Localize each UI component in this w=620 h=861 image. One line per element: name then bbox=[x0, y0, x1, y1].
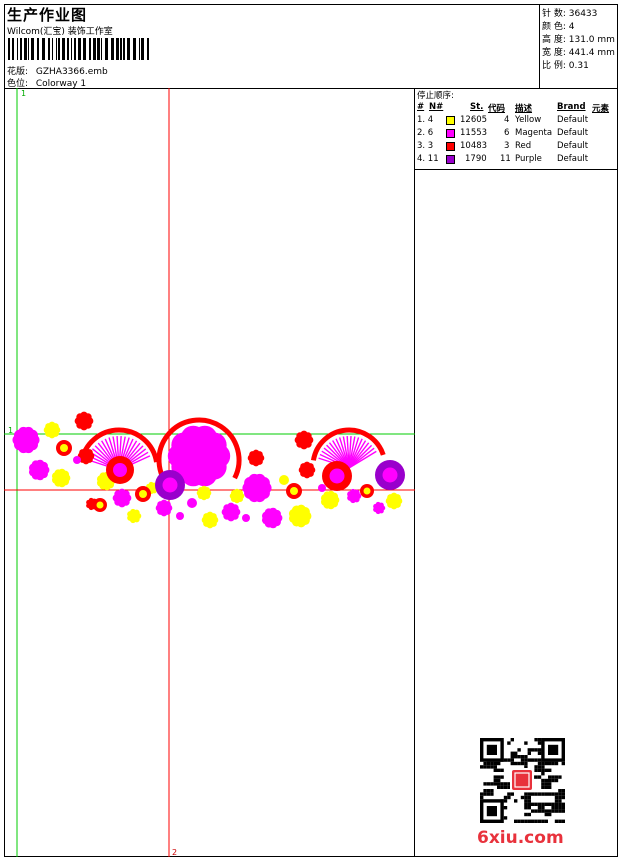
green-guide-marker-side: 1 bbox=[8, 426, 13, 435]
dot-motif bbox=[187, 498, 197, 508]
color-swatch bbox=[446, 155, 455, 164]
col-header-stitches: St. bbox=[470, 102, 484, 112]
flower-motif bbox=[221, 502, 241, 522]
studio-name: Wilcom(汇宝) 装饰工作室 bbox=[7, 27, 113, 37]
row-brand: Default bbox=[557, 141, 589, 151]
row-code: 11 bbox=[500, 154, 511, 164]
dot-motif bbox=[176, 512, 184, 520]
stat-scale: 比 例: 0.31 bbox=[542, 61, 589, 71]
row-brand: Default bbox=[557, 115, 589, 125]
design-canvas: 1 1 2 bbox=[4, 88, 415, 857]
colorway-value: Colorway 1 bbox=[35, 79, 87, 89]
stat-colors: 颜 色: 4 bbox=[542, 22, 575, 32]
flower-motif bbox=[320, 490, 340, 510]
flower-motif bbox=[242, 473, 272, 503]
design-file-name: GZHA3366.emb bbox=[35, 67, 108, 77]
dot-motif bbox=[73, 456, 81, 464]
row-stitches: 12605 bbox=[460, 115, 488, 125]
row-brand: Default bbox=[557, 154, 589, 164]
colorway-label: 色位: bbox=[7, 79, 29, 89]
row-code: 3 bbox=[504, 141, 510, 151]
row-desc: Red bbox=[515, 141, 532, 151]
design-preview: 1 1 2 bbox=[4, 88, 415, 857]
row-code: 4 bbox=[504, 115, 510, 125]
stat-height: 高 度: 131.0 mm bbox=[542, 35, 615, 45]
stop-row: 4. 11 1790 11 Purple Default bbox=[415, 154, 618, 167]
green-guide-marker: 1 bbox=[21, 89, 26, 98]
arc-motif bbox=[156, 417, 242, 491]
row-index: 3. 3 bbox=[417, 141, 434, 151]
flower-motif bbox=[28, 459, 50, 481]
qr-code bbox=[480, 738, 565, 823]
row-index: 1. 4 bbox=[417, 115, 434, 125]
stat-stitches: 针 数: 36433 bbox=[542, 9, 598, 19]
dot-motif bbox=[318, 484, 326, 492]
flower-motif bbox=[385, 492, 403, 510]
page-frame bbox=[4, 4, 618, 857]
flower-motif bbox=[373, 501, 386, 515]
embroidery-design bbox=[12, 411, 405, 529]
row-stitches: 1790 bbox=[465, 154, 487, 164]
flower-motif bbox=[12, 426, 40, 454]
flower-motif bbox=[127, 508, 142, 524]
row-stitches: 10483 bbox=[460, 141, 488, 151]
flower-motif bbox=[288, 504, 312, 528]
col-header-needle: N# bbox=[429, 102, 444, 112]
site-watermark: 6xiu.com bbox=[477, 828, 564, 848]
arc-motif bbox=[310, 427, 386, 461]
color-swatch bbox=[446, 129, 455, 138]
flower-motif bbox=[201, 511, 219, 529]
col-header-element: 元素 bbox=[592, 104, 610, 114]
red-guide-marker: 2 bbox=[172, 848, 177, 857]
header: 生产作业图 Wilcom(汇宝) 装饰工作室 花版: GZHA3366.emb … bbox=[4, 4, 618, 89]
col-header-desc: 描述 bbox=[515, 104, 533, 114]
dot-motif bbox=[242, 514, 250, 522]
row-stitches: 11553 bbox=[460, 128, 488, 138]
seal-icon bbox=[512, 770, 532, 790]
flower-motif bbox=[229, 488, 245, 504]
row-brand: Default bbox=[557, 128, 589, 138]
row-desc: Magenta bbox=[515, 128, 553, 138]
col-header-index: # bbox=[417, 102, 425, 112]
row-index: 2. 6 bbox=[417, 128, 434, 138]
flower-motif bbox=[298, 461, 316, 479]
design-file: 花版: GZHA3366.emb bbox=[7, 64, 108, 77]
flower-motif bbox=[167, 425, 231, 487]
flower-motif bbox=[112, 488, 132, 508]
dot-motif bbox=[279, 475, 289, 485]
row-code: 6 bbox=[504, 128, 510, 138]
flower-motif bbox=[43, 421, 61, 439]
flower-motif bbox=[51, 468, 71, 488]
color-swatch bbox=[446, 142, 455, 151]
flower-motif bbox=[294, 430, 314, 450]
stop-row: 2. 6 11553 6 Magenta Default bbox=[415, 128, 618, 141]
colorway: 色位: Colorway 1 bbox=[7, 76, 86, 89]
row-desc: Yellow bbox=[515, 115, 542, 125]
flower-motif bbox=[155, 499, 173, 517]
flower-motif bbox=[74, 411, 94, 431]
design-stats: 针 数: 36433 颜 色: 4 高 度: 131.0 mm 宽 度: 441… bbox=[539, 4, 618, 89]
design-file-label: 花版: bbox=[7, 67, 29, 77]
stat-width: 宽 度: 441.4 mm bbox=[542, 48, 615, 58]
col-header-code: 代码 bbox=[488, 104, 506, 114]
flower-motif bbox=[196, 485, 212, 501]
flower-motif bbox=[347, 488, 362, 504]
stop-sequence-title: 停止顺序: bbox=[417, 91, 454, 101]
barcode bbox=[8, 38, 149, 60]
flower-motif bbox=[261, 507, 283, 529]
stop-row: 3. 3 10483 3 Red Default bbox=[415, 141, 618, 154]
row-desc: Purple bbox=[515, 154, 542, 164]
row-index: 4. 11 bbox=[417, 154, 439, 164]
stop-row: 1. 4 12605 4 Yellow Default bbox=[415, 115, 618, 128]
stop-sequence-panel: 停止顺序: # N# St. 代码 描述 Brand 元素 1. 4 12605… bbox=[415, 88, 618, 170]
page-title: 生产作业图 bbox=[7, 6, 88, 24]
flower-motif bbox=[247, 449, 265, 467]
col-header-brand: Brand bbox=[557, 102, 586, 112]
color-swatch bbox=[446, 116, 455, 125]
fan-motif bbox=[318, 436, 377, 469]
